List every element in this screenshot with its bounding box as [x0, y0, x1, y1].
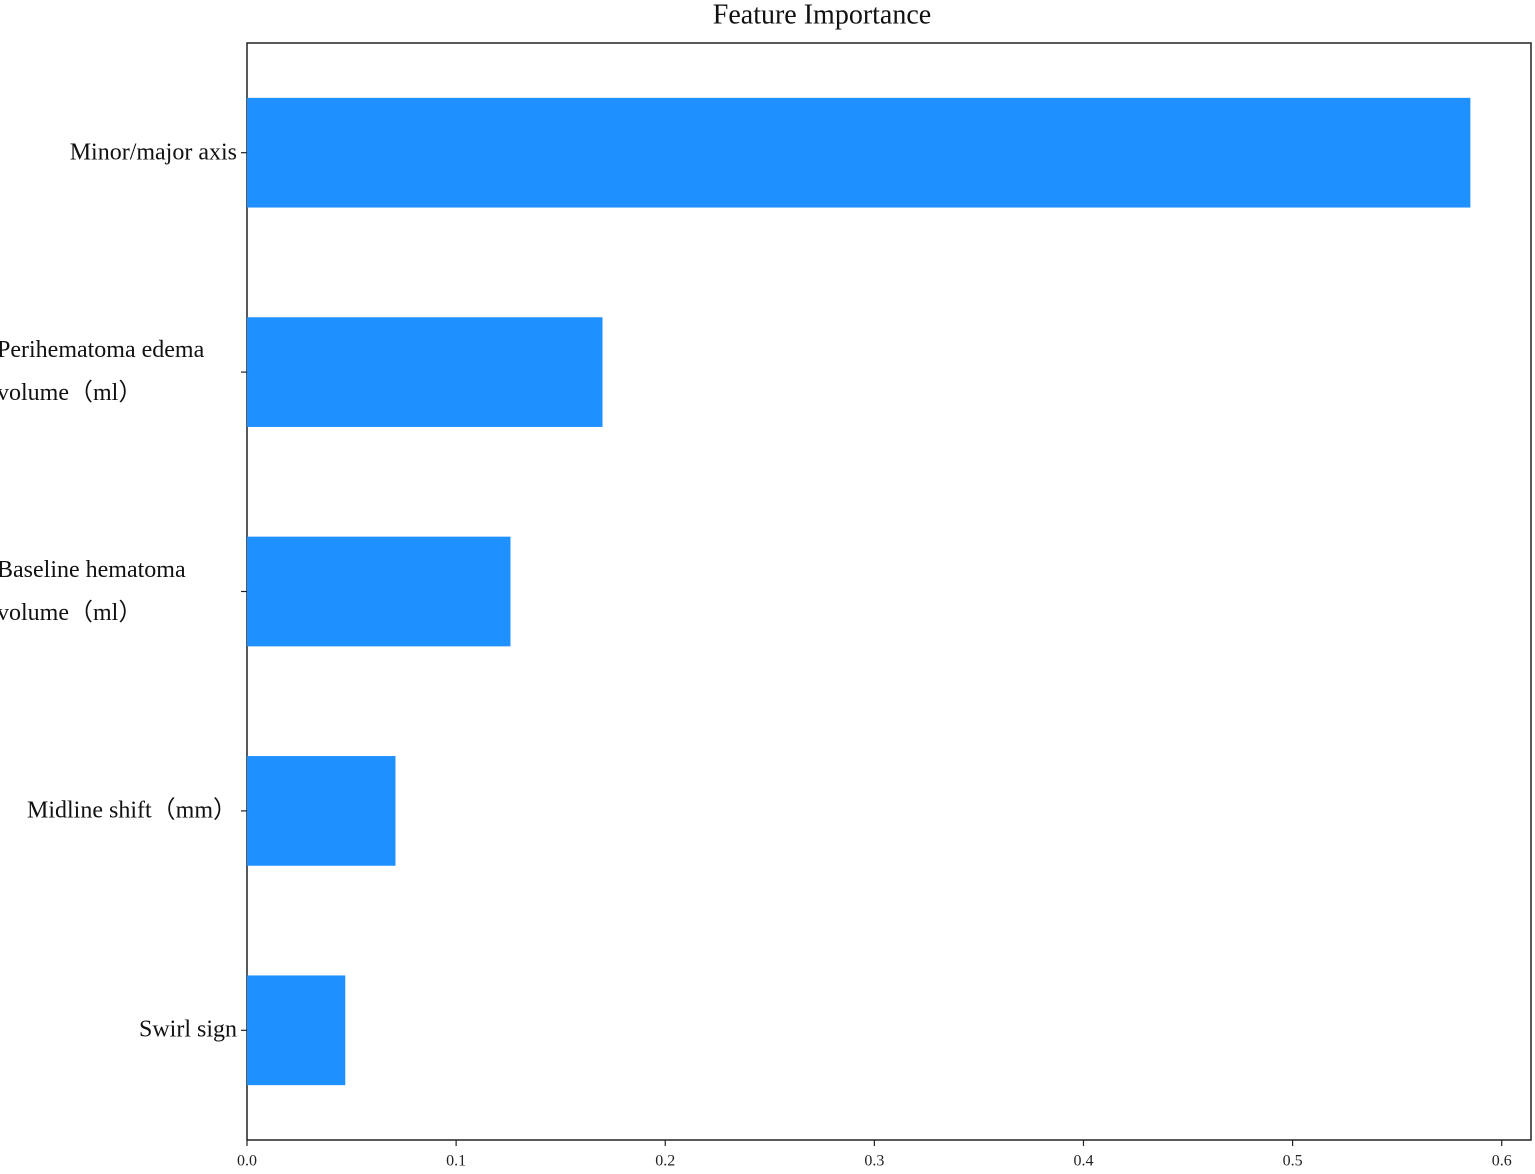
x-tick-label: 0.2: [655, 1153, 675, 1170]
x-tick-label: 0.3: [864, 1153, 884, 1170]
chart-title: Feature Importance: [713, 0, 931, 30]
y-tick-label: Perihematoma edema volume（ml）: [0, 337, 205, 407]
y-tick-label: Minor/major axis: [69, 139, 237, 166]
x-tick-label: 0.5: [1283, 1153, 1303, 1170]
x-tick-label: 0.6: [1492, 1153, 1512, 1170]
y-tick-label-box: Swirl sign: [0, 1009, 237, 1052]
y-tick-label: Swirl sign: [138, 1016, 237, 1043]
bar: [247, 756, 396, 866]
x-tick-label: 0.0: [237, 1153, 257, 1170]
y-tick-label: Baseline hematoma volume（ml）: [0, 556, 186, 626]
bar: [247, 536, 511, 647]
bar: [247, 317, 603, 427]
x-tick-label: 0.4: [1073, 1153, 1093, 1170]
bar: [247, 975, 346, 1086]
y-tick-label-box: Perihematoma edema volume（ml）: [0, 329, 237, 415]
y-tick-label: Midline shift（mm）: [27, 797, 237, 824]
x-tick-label: 0.1: [446, 1153, 466, 1170]
y-tick-label-box: Minor/major axis: [0, 131, 237, 174]
bar: [247, 97, 1471, 208]
y-tick-label-box: Baseline hematoma volume（ml）: [0, 549, 237, 635]
y-tick-label-box: Midline shift（mm）: [0, 789, 237, 832]
